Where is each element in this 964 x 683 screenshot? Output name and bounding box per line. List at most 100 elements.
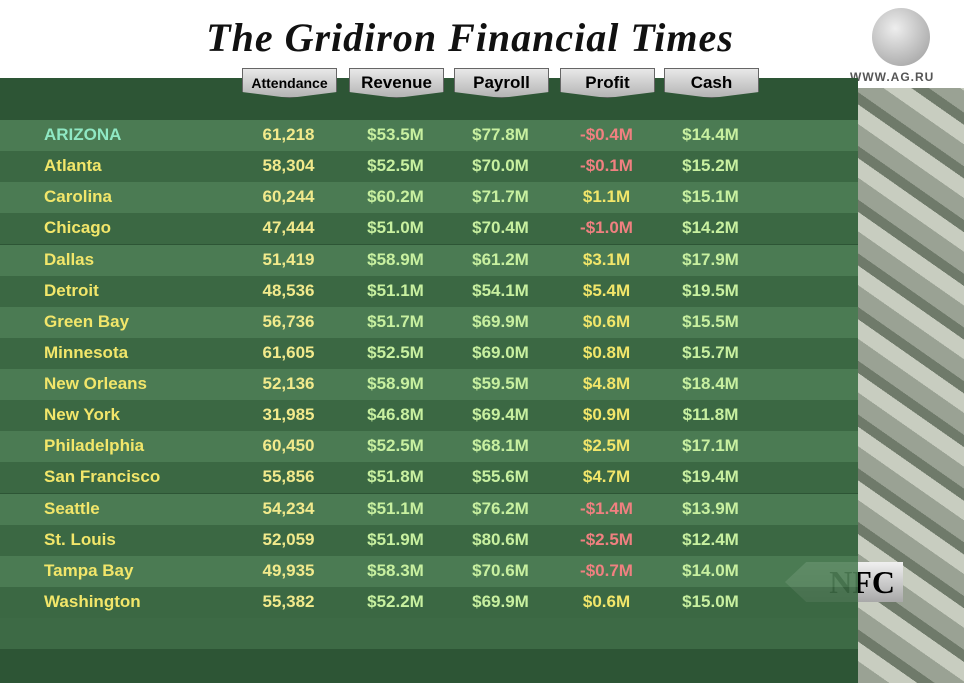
team-name: Minnesota	[44, 342, 129, 362]
cell: 31,985	[262, 405, 315, 425]
cell: $3.1M	[582, 249, 631, 269]
cell: $58.3M	[367, 560, 424, 580]
logo	[872, 8, 930, 66]
team-name: Chicago	[44, 218, 112, 238]
cell: $15.2M	[682, 156, 739, 176]
team-name: Philadelphia	[44, 436, 145, 456]
cell: $51.7M	[367, 311, 424, 331]
team-name: New York	[44, 405, 120, 425]
team-name: Washington	[44, 591, 141, 611]
team-name: San Francisco	[44, 467, 161, 487]
column-header[interactable]: Cash	[664, 68, 759, 98]
cell: 51,419	[262, 249, 315, 269]
cell: $51.1M	[367, 280, 424, 300]
cell: $52.5M	[367, 342, 424, 362]
row-stripe	[0, 337, 858, 369]
cell: $55.6M	[472, 467, 529, 487]
cell: $70.6M	[472, 560, 529, 580]
cell: $69.9M	[472, 311, 529, 331]
row-stripe	[0, 275, 858, 307]
cell: $15.5M	[682, 311, 739, 331]
team-name: Detroit	[44, 280, 99, 300]
team-name: Carolina	[44, 187, 113, 207]
cell: $68.1M	[472, 436, 529, 456]
stripe	[0, 618, 858, 650]
cell: $15.1M	[682, 187, 739, 207]
cell: -$2.5M	[580, 529, 633, 549]
team-name: Seattle	[44, 498, 100, 518]
cell: $0.9M	[582, 405, 631, 425]
cell: $59.5M	[472, 374, 529, 394]
team-name: Atlanta	[44, 156, 102, 176]
cell: $14.2M	[682, 218, 739, 238]
cell: $71.7M	[472, 187, 529, 207]
row-stripe	[0, 462, 858, 494]
row-stripe	[0, 400, 858, 432]
column-header[interactable]: Profit	[560, 68, 655, 98]
cell: $11.8M	[682, 405, 739, 425]
cell: 60,450	[262, 436, 315, 456]
cell: $1.1M	[582, 187, 631, 207]
title: The Gridiron Financial Times	[206, 15, 734, 60]
cell: $13.9M	[682, 498, 739, 518]
cell: $54.1M	[472, 280, 529, 300]
row-stripe	[0, 586, 858, 618]
cell: 49,935	[262, 560, 315, 580]
cell: 54,234	[262, 498, 315, 518]
cell: 47,444	[262, 218, 315, 238]
cell: $80.6M	[472, 529, 529, 549]
cell: $15.7M	[682, 342, 739, 362]
team-name: ARIZONA	[44, 125, 122, 144]
team-name: St. Louis	[44, 529, 116, 549]
cell: $0.8M	[582, 342, 631, 362]
cell: $58.9M	[367, 249, 424, 269]
cell: $69.9M	[472, 591, 529, 611]
cell: $14.0M	[682, 560, 739, 580]
cell: $70.4M	[472, 218, 529, 238]
cell: $60.2M	[367, 187, 424, 207]
row-stripe	[0, 555, 858, 587]
column-header[interactable]: Revenue	[349, 68, 444, 98]
cell: $18.4M	[682, 374, 739, 394]
cell: -$1.0M	[580, 218, 633, 238]
cell: $53.5M	[367, 125, 424, 144]
cell: $0.6M	[582, 311, 631, 331]
cell: $46.8M	[367, 405, 424, 425]
cell: 52,136	[262, 374, 315, 394]
cell: 55,382	[262, 591, 315, 611]
column-header[interactable]: Attendance	[242, 68, 337, 98]
row-stripe	[0, 306, 858, 338]
cell: $61.2M	[472, 249, 529, 269]
row-stripe	[0, 369, 858, 401]
cell: $70.0M	[472, 156, 529, 176]
cell: 48,536	[262, 280, 315, 300]
cell: $51.0M	[367, 218, 424, 238]
cell: 56,736	[262, 311, 315, 331]
cell: $69.0M	[472, 342, 529, 362]
cell: $0.6M	[582, 591, 631, 611]
cell: 58,304	[262, 156, 315, 176]
cell: $51.8M	[367, 467, 424, 487]
row-stripe	[0, 120, 858, 151]
column-header[interactable]: Payroll	[454, 68, 549, 98]
team-name: New Orleans	[44, 374, 147, 394]
cell: 61,218	[262, 125, 315, 144]
cell: $51.1M	[367, 498, 424, 518]
cell: $12.4M	[682, 529, 739, 549]
row-stripe	[0, 493, 858, 525]
cell: $4.7M	[582, 467, 631, 487]
cell: -$0.1M	[580, 156, 633, 176]
cell: $5.4M	[582, 280, 631, 300]
cell: 55,856	[262, 467, 315, 487]
cell: $51.9M	[367, 529, 424, 549]
cell: $52.5M	[367, 436, 424, 456]
cell: $2.5M	[582, 436, 631, 456]
row-stripe	[0, 182, 858, 214]
team-name: Green Bay	[44, 311, 130, 331]
cell: $15.0M	[682, 591, 739, 611]
cell: $58.9M	[367, 374, 424, 394]
watermark: WWW.AG.RU	[850, 70, 935, 84]
cell: -$0.7M	[580, 560, 633, 580]
cell: $4.8M	[582, 374, 631, 394]
row-stripe	[0, 431, 858, 463]
